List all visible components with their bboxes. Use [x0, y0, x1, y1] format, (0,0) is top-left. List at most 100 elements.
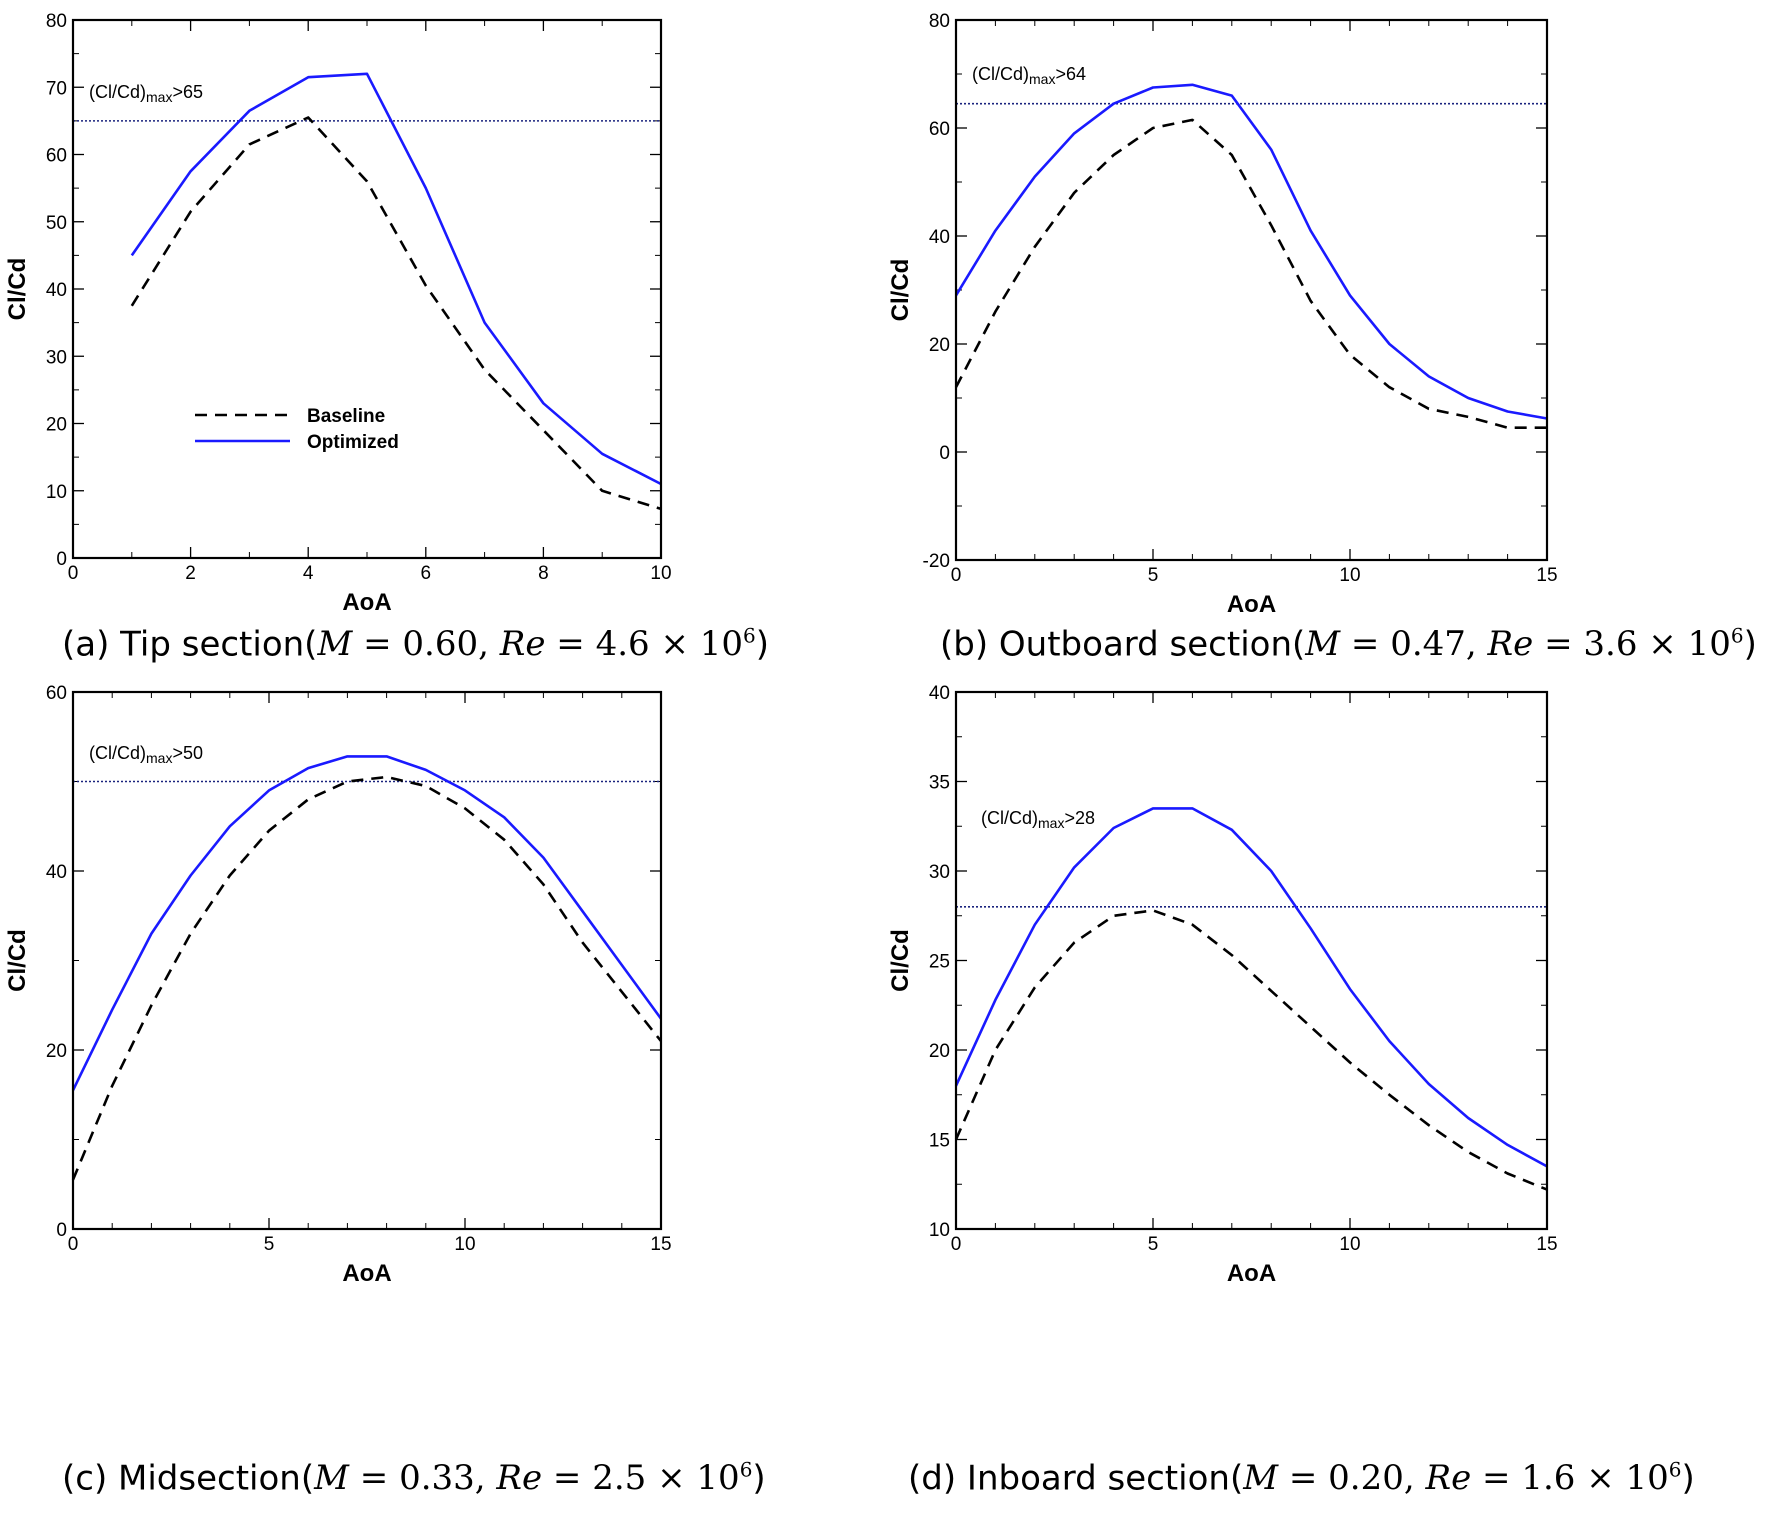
y-tick-label: 0 — [56, 1220, 67, 1241]
y-tick-label: 20 — [929, 1041, 950, 1062]
y-tick-label: 60 — [929, 119, 950, 140]
chart-a-svg: 0 2 4 6 8 10 0 10 20 30 40 50 60 70 80 AoA Cl/Cd (Cl/Cd)m… — [4, 11, 672, 616]
x-tick-label: 10 — [1339, 565, 1360, 586]
y-tick-label: 20 — [46, 1041, 67, 1062]
caption-d-prefix: (d) Inboard section( — [908, 1458, 1244, 1499]
x-axis-label: AoA — [1227, 591, 1276, 618]
y-tick-label: 70 — [46, 78, 67, 99]
caption-a-re: 4.6 — [595, 624, 650, 665]
series-line-baseline — [954, 909, 1548, 1191]
x-tick-label: 5 — [264, 1234, 275, 1255]
plot-frame — [954, 690, 1549, 1231]
chart-c-svg: 0 5 10 15 0 20 40 60 AoA Cl/Cd (Cl/Cd)max>50 — [4, 683, 672, 1287]
y-tick-label: 30 — [46, 347, 67, 368]
x-axis-label: AoA — [342, 589, 391, 616]
x-tick-label: 8 — [538, 563, 549, 584]
chart-panel-a: 0 2 4 6 8 10 0 10 20 30 40 50 60 70 80 AoA Cl/Cd (Cl/Cd)m… — [0, 0, 891, 616]
legend-label-optimized: Optimized — [307, 432, 399, 453]
caption-b-suffix: ) — [1743, 624, 1757, 665]
caption-d-mach: 0.20 — [1328, 1458, 1404, 1499]
x-tick-label: 15 — [1536, 1234, 1557, 1255]
series-line-baseline — [954, 118, 1547, 430]
y-axis-label: Cl/Cd — [887, 929, 914, 992]
y-tick-label: 80 — [929, 11, 950, 32]
caption-d-re: 1.6 — [1521, 1458, 1576, 1499]
plot-frame — [954, 18, 1549, 562]
caption-c-prefix: (c) Midsection( — [62, 1458, 315, 1499]
y-tick-label: 80 — [46, 11, 67, 32]
y-tick-label: 50 — [46, 213, 67, 234]
x-tick-label: 10 — [1339, 1234, 1360, 1255]
plot-frame — [71, 18, 663, 560]
caption-c: (c) Midsection(M = 0.33, Re = 2.5 × 106) — [62, 1458, 766, 1499]
chart-panel-b: 0 5 10 15 -20 0 20 40 60 80 AoA Cl/Cd (Cl/Cd)max>64 — [883, 0, 1783, 618]
y-axis-label: Cl/Cd — [4, 258, 31, 321]
max-ratio-annotation: (Cl/Cd)max>65 — [89, 82, 203, 105]
x-tick-label: 10 — [454, 1234, 475, 1255]
chart-d-svg: 0 5 10 15 10 15 20 25 30 35 40 AoA Cl/Cd (Cl/Cd)max>2… — [887, 683, 1558, 1287]
max-ratio-annotation: (Cl/Cd)max>50 — [89, 743, 203, 766]
x-tick-label: 5 — [1148, 565, 1159, 586]
caption-c-mach: 0.33 — [399, 1458, 475, 1499]
x-tick-label: 15 — [650, 1234, 671, 1255]
caption-b-exp: 6 — [1730, 624, 1744, 648]
series-line-optimized — [954, 807, 1548, 1168]
x-axis-label: AoA — [342, 1260, 391, 1287]
y-tick-label: 10 — [46, 482, 67, 503]
caption-b-prefix: (b) Outboard section( — [940, 624, 1306, 665]
caption-c-exp: 6 — [739, 1458, 753, 1482]
x-tick-label: 5 — [1148, 1234, 1159, 1255]
series-line-optimized — [954, 83, 1548, 420]
caption-d-exp: 6 — [1668, 1458, 1682, 1482]
max-ratio-annotation: (Cl/Cd)max>64 — [972, 64, 1086, 87]
y-tick-label: 0 — [56, 549, 67, 570]
series-line-baseline — [130, 116, 662, 511]
caption-b: (b) Outboard section(M = 0.47, Re = 3.6 … — [940, 624, 1757, 665]
y-axis-label: Cl/Cd — [4, 929, 31, 992]
y-tick-label: 0 — [939, 443, 950, 464]
caption-c-re: 2.5 — [592, 1458, 647, 1499]
x-tick-label: 4 — [303, 563, 314, 584]
y-tick-label: -20 — [923, 551, 950, 572]
series-line-baseline — [71, 775, 663, 1181]
x-tick-label: 10 — [650, 563, 671, 584]
x-tick-label: 0 — [68, 563, 79, 584]
series-line-optimized — [130, 72, 662, 486]
y-tick-label: 20 — [929, 335, 950, 356]
plot-frame — [71, 690, 663, 1231]
legend-label-baseline: Baseline — [307, 406, 385, 427]
y-tick-label: 30 — [929, 862, 950, 883]
caption-b-re: 3.6 — [1583, 624, 1638, 665]
y-tick-label: 60 — [46, 146, 67, 167]
caption-b-mach: 0.47 — [1390, 624, 1466, 665]
caption-c-suffix: ) — [752, 1458, 766, 1499]
max-ratio-annotation: (Cl/Cd)max>28 — [981, 808, 1095, 831]
y-tick-label: 35 — [929, 773, 950, 794]
y-tick-label: 40 — [46, 280, 67, 301]
x-axis-label: AoA — [1227, 1260, 1276, 1287]
caption-a-exp: 6 — [743, 624, 756, 648]
y-tick-label: 20 — [46, 415, 67, 436]
y-tick-label: 40 — [929, 227, 950, 248]
x-tick-label: 0 — [951, 1234, 962, 1255]
series-line-optimized — [71, 755, 663, 1091]
chart-panel-d: 0 5 10 15 10 15 20 25 30 35 40 AoA Cl/Cd (Cl/Cd)max>2… — [883, 677, 1783, 1287]
chart-panel-c: 0 5 10 15 0 20 40 60 AoA Cl/Cd (Cl/Cd)max>50 — [0, 677, 891, 1287]
x-tick-label: 6 — [421, 563, 432, 584]
y-tick-label: 40 — [929, 683, 950, 704]
x-tick-label: 0 — [951, 565, 962, 586]
caption-a-prefix: (a) Tip section( — [62, 624, 318, 665]
y-axis-label: Cl/Cd — [887, 259, 914, 322]
y-tick-label: 25 — [929, 952, 950, 973]
caption-a-suffix: ) — [755, 624, 770, 665]
caption-d: (d) Inboard section(M = 0.20, Re = 1.6 ×… — [908, 1458, 1695, 1499]
caption-d-suffix: ) — [1681, 1458, 1695, 1499]
caption-a: (a) Tip section(M = 0.60, Re = 4.6 × 106… — [62, 624, 770, 665]
y-tick-label: 15 — [929, 1131, 950, 1152]
y-tick-label: 40 — [46, 862, 67, 883]
caption-a-mach: 0.60 — [402, 624, 479, 665]
x-tick-label: 0 — [68, 1234, 79, 1255]
x-tick-label: 15 — [1536, 565, 1557, 586]
x-tick-label: 2 — [185, 563, 196, 584]
